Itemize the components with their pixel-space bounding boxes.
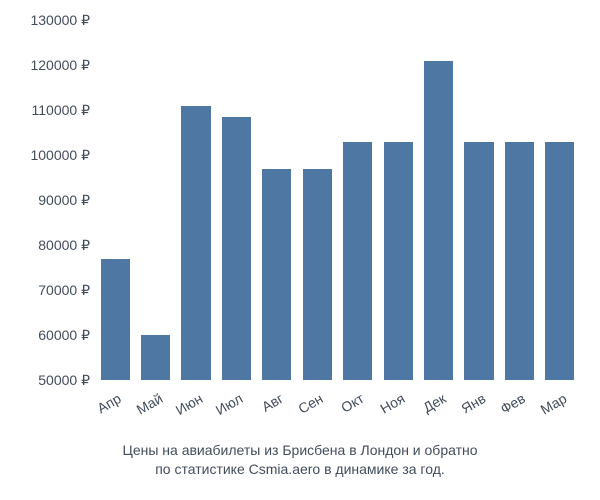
- y-tick-label: 90000 ₽: [0, 193, 90, 207]
- x-tick-label: Май: [133, 390, 165, 418]
- plot-area: [95, 20, 580, 380]
- y-tick-label: 60000 ₽: [0, 328, 90, 342]
- bar: [424, 61, 453, 381]
- bar: [464, 142, 493, 381]
- x-tick-label: Апр: [95, 390, 124, 416]
- x-tick-label: Ноя: [378, 390, 408, 417]
- x-tick-label: Мар: [537, 390, 569, 418]
- chart-caption: Цены на авиабилеты из Брисбена в Лондон …: [0, 441, 600, 480]
- bars-group: [95, 20, 580, 380]
- x-tick-label: Окт: [338, 390, 366, 416]
- bar: [181, 106, 210, 381]
- y-tick-label: 70000 ₽: [0, 283, 90, 297]
- bar: [141, 335, 170, 380]
- bar: [384, 142, 413, 381]
- price-chart: 50000 ₽ 60000 ₽ 70000 ₽ 80000 ₽ 90000 ₽ 10000…: [0, 0, 600, 500]
- bar: [505, 142, 534, 381]
- x-axis: Апр Май ИюнИюл Авг Сен Окт Ноя Дек Янв Фев Мар: [95, 385, 580, 430]
- y-tick-label: 100000 ₽: [0, 148, 90, 162]
- bar: [222, 117, 251, 380]
- y-tick-label: 80000 ₽: [0, 238, 90, 252]
- x-tick-label: Сен: [296, 390, 326, 417]
- caption-line2: по статистике Csmia.aero в динамике за г…: [155, 461, 445, 477]
- x-tick-label: Июл: [213, 390, 246, 418]
- bar: [343, 142, 372, 381]
- y-tick-label: 130000 ₽: [0, 13, 90, 27]
- x-tick-label: Янв: [458, 390, 488, 416]
- caption-line1: Цены на авиабилеты из Брисбена в Лондон …: [122, 442, 477, 458]
- y-tick-label: 120000 ₽: [0, 58, 90, 72]
- x-tick-label: Дек: [420, 390, 448, 416]
- y-tick-label: 110000 ₽: [0, 103, 90, 117]
- bar: [262, 169, 291, 381]
- bar: [303, 169, 332, 381]
- bar: [101, 259, 130, 381]
- y-axis: 50000 ₽60000 ₽70000 ₽80000 ₽90000 ₽10000…: [0, 20, 90, 380]
- y-tick-label: 50000 ₽: [0, 373, 90, 387]
- x-tick-label: Июн: [173, 390, 206, 418]
- x-tick-label: Фев: [498, 390, 528, 417]
- bar: [545, 142, 574, 381]
- x-tick-label: Авг: [259, 390, 286, 415]
